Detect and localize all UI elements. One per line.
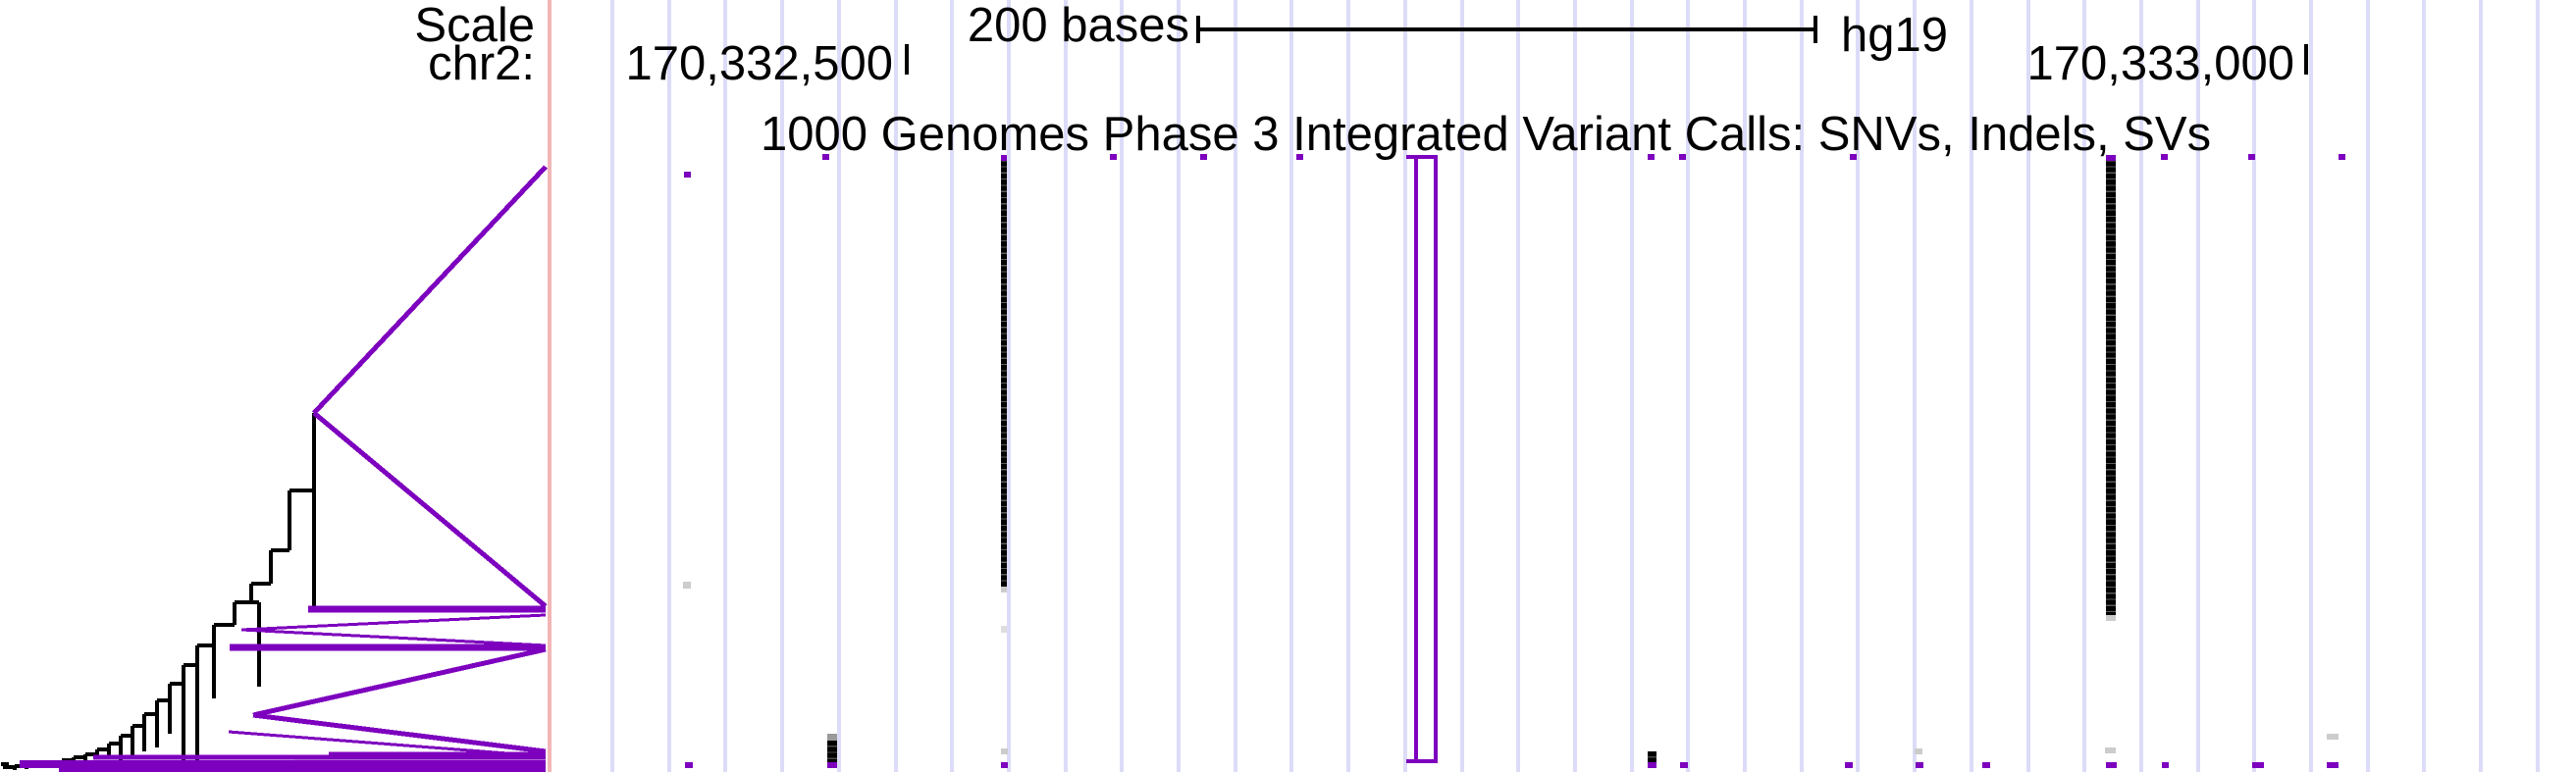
variant-mark[interactable] [2161, 154, 2168, 160]
position-label-left: 170,332,500 [625, 37, 894, 90]
base-guideline [2535, 0, 2540, 772]
scale-label: Scale [414, 0, 535, 52]
variant-mark[interactable] [1850, 154, 1857, 160]
base-guideline [780, 0, 785, 772]
variant-mark[interactable] [1845, 762, 1853, 768]
track-title[interactable]: 1000 Genomes Phase 3 Integrated Variant … [761, 108, 2212, 161]
base-guideline [2252, 0, 2257, 772]
base-guideline [950, 0, 955, 772]
cluster-leaf-line [252, 646, 547, 718]
base-guideline [1686, 0, 1691, 772]
variant-mark[interactable] [1648, 762, 1656, 768]
base-guideline [1346, 0, 1351, 772]
variant-mark[interactable] [822, 154, 829, 160]
base-guideline [1799, 0, 1804, 772]
base-guideline [610, 0, 614, 772]
base-guideline [723, 0, 728, 772]
base-guideline [893, 0, 898, 772]
variant-mark[interactable] [685, 762, 693, 768]
variant-column-bottom-tip[interactable] [2106, 615, 2116, 621]
variant-column-top-tip[interactable] [2106, 155, 2116, 161]
cluster-leaf-line [252, 712, 547, 754]
base-guideline [1516, 0, 1521, 772]
cluster-leaf-line [312, 411, 548, 608]
outlined-variant-box-top-cap[interactable] [1406, 155, 1414, 159]
position-label-right: 170,333,000 [2026, 37, 2295, 90]
cluster-leaf-line [240, 628, 547, 647]
scale-bar-right-tick [1814, 16, 1817, 43]
base-guideline [1629, 0, 1634, 772]
variant-mark[interactable] [1982, 762, 1990, 768]
variant-column-bar[interactable] [1001, 155, 1007, 587]
assembly-label: hg19 [1841, 9, 1949, 62]
base-guideline [1006, 0, 1011, 772]
variant-mark[interactable] [2162, 762, 2169, 768]
variant-mark[interactable] [1680, 762, 1688, 768]
position-tick-left [905, 44, 909, 75]
base-guideline [1233, 0, 1237, 772]
outlined-variant-box-bottom-cap[interactable] [1406, 759, 1414, 763]
scale-bar [1199, 27, 1814, 31]
variant-mark[interactable] [1296, 154, 1303, 160]
base-guideline [666, 0, 671, 772]
variant-mark[interactable] [1916, 762, 1923, 768]
base-guideline [836, 0, 841, 772]
outlined-variant-box[interactable] [1414, 155, 1438, 763]
variant-mark-gray[interactable] [683, 582, 691, 589]
variant-column-top-tip[interactable] [1001, 155, 1007, 161]
cluster-leaf-line [312, 165, 548, 415]
variant-mark-gray[interactable] [1001, 626, 1007, 633]
variant-stack[interactable] [1648, 751, 1656, 762]
variant-mark[interactable] [2248, 154, 2255, 160]
base-guideline [1120, 0, 1125, 772]
base-guideline [2309, 0, 2313, 772]
variant-mark[interactable] [1001, 762, 1008, 768]
base-guideline [1743, 0, 1747, 772]
variant-mark[interactable] [1648, 154, 1655, 160]
base-guideline [1063, 0, 1068, 772]
position-tick-right [2304, 44, 2308, 75]
variant-mark[interactable] [1679, 154, 1686, 160]
variant-mark-gray[interactable] [2105, 747, 2116, 753]
base-guideline [2365, 0, 2370, 772]
base-guideline [1913, 0, 1918, 772]
variant-mark[interactable] [2339, 154, 2345, 160]
variant-column-bottom-tip[interactable] [1001, 587, 1007, 592]
base-guideline [2138, 0, 2143, 772]
variant-mark[interactable] [2106, 762, 2117, 768]
chromosome-label: chr2: [428, 37, 535, 90]
base-guideline [1177, 0, 1181, 772]
variant-mark[interactable] [1110, 154, 1117, 160]
base-guideline [1289, 0, 1294, 772]
base-guideline [2195, 0, 2200, 772]
variant-column-bar[interactable] [2106, 155, 2116, 615]
left-margin-boundary-line [548, 0, 552, 772]
variant-mark[interactable] [684, 172, 691, 178]
base-guideline [1572, 0, 1577, 772]
base-guideline [1459, 0, 1464, 772]
base-guideline [1856, 0, 1861, 772]
ruler-scale-text: 200 bases [967, 0, 1189, 52]
base-guideline [2025, 0, 2030, 772]
variant-stack[interactable] [827, 741, 837, 762]
variant-mark[interactable] [2252, 762, 2264, 768]
variant-mark[interactable] [2327, 762, 2339, 768]
base-guideline [2422, 0, 2427, 772]
base-guideline [2479, 0, 2484, 772]
cluster-leaf-line [240, 613, 547, 632]
variant-mark-gray[interactable] [827, 734, 837, 741]
variant-mark-gray[interactable] [2327, 734, 2339, 740]
variant-mark[interactable] [827, 762, 837, 768]
base-guideline [1969, 0, 1973, 772]
base-guideline [1402, 0, 1407, 772]
scale-bar-left-tick [1196, 16, 1200, 43]
variant-mark-gray[interactable] [1001, 748, 1008, 754]
variant-mark-gray[interactable] [1915, 748, 1922, 754]
variant-mark[interactable] [1200, 154, 1207, 160]
base-guideline [2082, 0, 2087, 772]
